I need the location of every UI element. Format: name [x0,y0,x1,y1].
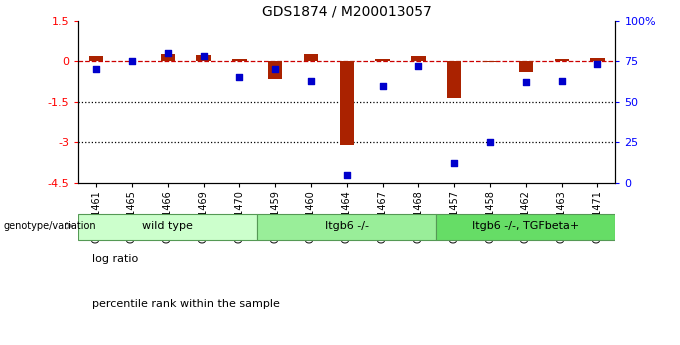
Bar [447,61,462,98]
Point [556,78,567,83]
Bar [519,61,533,72]
Bar [268,61,282,79]
Bar [339,61,354,145]
Text: log ratio: log ratio [92,254,138,264]
Bar [483,61,497,62]
Title: GDS1874 / M200013057: GDS1874 / M200013057 [262,4,432,18]
Bar [437,214,615,240]
Bar [554,59,569,61]
Point [198,53,209,59]
Text: Itgb6 -/-, TGFbeta+: Itgb6 -/-, TGFbeta+ [472,221,579,231]
Point [377,83,388,88]
Point [520,80,531,85]
Text: wild type: wild type [142,221,193,231]
Bar [411,56,426,61]
Point [485,140,496,145]
Point [592,62,603,67]
Bar [304,55,318,61]
Point [163,50,173,56]
Bar [78,214,257,240]
Point [234,75,245,80]
Point [90,67,101,72]
Point [341,172,352,178]
Bar [590,58,605,61]
Bar [232,59,247,61]
Point [413,63,424,69]
Bar [197,55,211,61]
Bar [160,54,175,61]
Point [305,78,316,83]
Point [270,67,281,72]
Bar [375,59,390,61]
Bar [257,214,437,240]
Bar [89,56,103,61]
Text: Itgb6 -/-: Itgb6 -/- [325,221,369,231]
Point [126,59,137,64]
Point [449,161,460,166]
Text: percentile rank within the sample: percentile rank within the sample [92,299,279,308]
Text: genotype/variation: genotype/variation [3,221,96,231]
